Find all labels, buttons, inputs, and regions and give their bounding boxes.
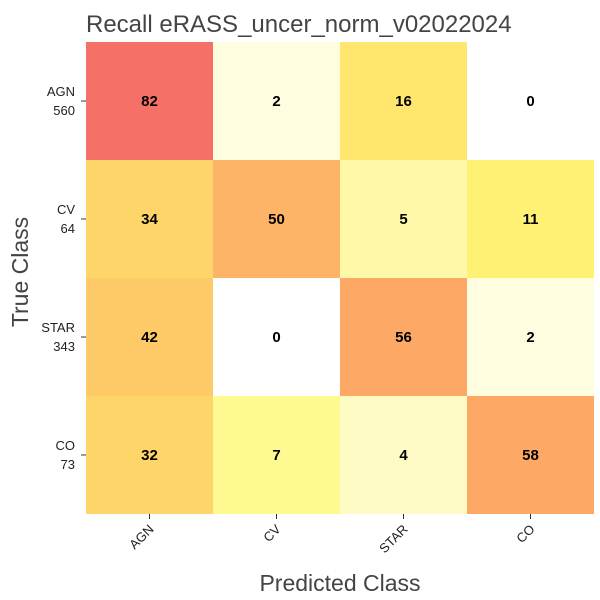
- cell-value-label: 32: [141, 447, 158, 464]
- x-tick-label: CO: [513, 522, 537, 546]
- heatmap-cell-agn-agn: [86, 42, 213, 160]
- y-tick-count: 64: [61, 221, 75, 236]
- cell-value-label: 50: [268, 211, 285, 228]
- y-tick-label: AGN: [47, 84, 75, 99]
- heatmap-cell-co-agn: [86, 396, 213, 514]
- cell-value-label: 4: [399, 447, 408, 464]
- cell-value-label: 16: [395, 93, 412, 110]
- heatmap-cell-cv-co: [467, 160, 594, 278]
- y-tick-label: CO: [56, 438, 76, 453]
- y-tick-count: 560: [53, 103, 75, 118]
- heatmap-cell-cv-cv: [213, 160, 340, 278]
- heatmap-cell-labels: 82 2 16 0 34 50 5 11 42 0 56 2 32 7 4 58: [141, 93, 539, 464]
- y-tick-count: 343: [53, 339, 75, 354]
- y-tick-label: CV: [57, 202, 75, 217]
- y-axis-ticks: AGN 560 CV 64 STAR 343 CO 73: [41, 84, 86, 472]
- heatmap-cell-agn-star: [340, 42, 467, 160]
- cell-value-label: 5: [399, 211, 407, 228]
- heatmap-cell-star-co: [467, 278, 594, 396]
- chart-title: Recall eRASS_uncer_norm_v02022024: [86, 11, 512, 38]
- x-axis-ticks: AGN CV STAR CO: [126, 514, 538, 556]
- y-tick-count: 73: [61, 457, 75, 472]
- heatmap-cell-agn-co: [467, 42, 594, 160]
- y-tick-label: STAR: [41, 320, 75, 335]
- cell-value-label: 0: [526, 93, 534, 110]
- x-axis-title: Predicted Class: [259, 570, 420, 596]
- heatmap-cell-star-cv: [213, 278, 340, 396]
- x-tick-label: STAR: [376, 522, 410, 556]
- cell-value-label: 56: [395, 329, 412, 346]
- cell-value-label: 0: [272, 329, 280, 346]
- cell-value-label: 2: [526, 329, 534, 346]
- heatmap-cell-cv-star: [340, 160, 467, 278]
- heatmap-cell-agn-cv: [213, 42, 340, 160]
- y-axis-title: True Class: [7, 217, 33, 327]
- cell-value-label: 11: [523, 211, 539, 228]
- cell-value-label: 2: [272, 93, 280, 110]
- heatmap-cell-co-cv: [213, 396, 340, 514]
- heatmap-cell-star-star: [340, 278, 467, 396]
- heatmap-cells: [86, 42, 594, 514]
- heatmap-cell-co-co: [467, 396, 594, 514]
- cell-value-label: 82: [141, 93, 158, 110]
- heatmap-cell-co-star: [340, 396, 467, 514]
- x-tick-label: AGN: [126, 522, 157, 553]
- cell-value-label: 7: [272, 447, 280, 464]
- heatmap-cell-star-agn: [86, 278, 213, 396]
- cell-value-label: 34: [141, 211, 158, 228]
- cell-value-label: 58: [522, 447, 539, 464]
- heatmap-cell-cv-agn: [86, 160, 213, 278]
- cell-value-label: 42: [141, 329, 158, 346]
- x-tick-label: CV: [260, 521, 284, 545]
